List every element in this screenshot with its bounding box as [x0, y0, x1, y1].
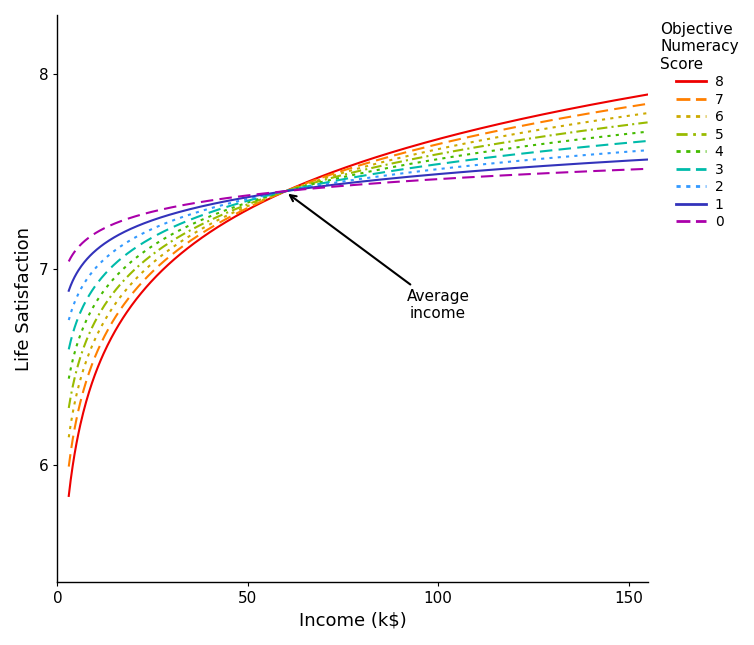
Legend: 8, 7, 6, 5, 4, 3, 2, 1, 0: 8, 7, 6, 5, 4, 3, 2, 1, 0 [661, 22, 739, 229]
Y-axis label: Life Satisfaction: Life Satisfaction [15, 226, 33, 371]
Text: Average
income: Average income [290, 195, 470, 321]
X-axis label: Income (k$): Income (k$) [299, 612, 406, 630]
